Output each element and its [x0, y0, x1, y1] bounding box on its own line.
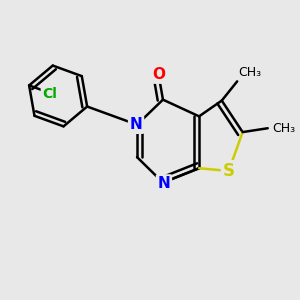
Text: S: S	[223, 162, 235, 180]
Text: CH₃: CH₃	[272, 122, 296, 135]
Text: N: N	[158, 176, 170, 191]
Text: CH₃: CH₃	[238, 66, 261, 80]
Text: N: N	[130, 117, 142, 132]
Text: O: O	[153, 67, 166, 82]
Text: Cl: Cl	[42, 87, 57, 101]
